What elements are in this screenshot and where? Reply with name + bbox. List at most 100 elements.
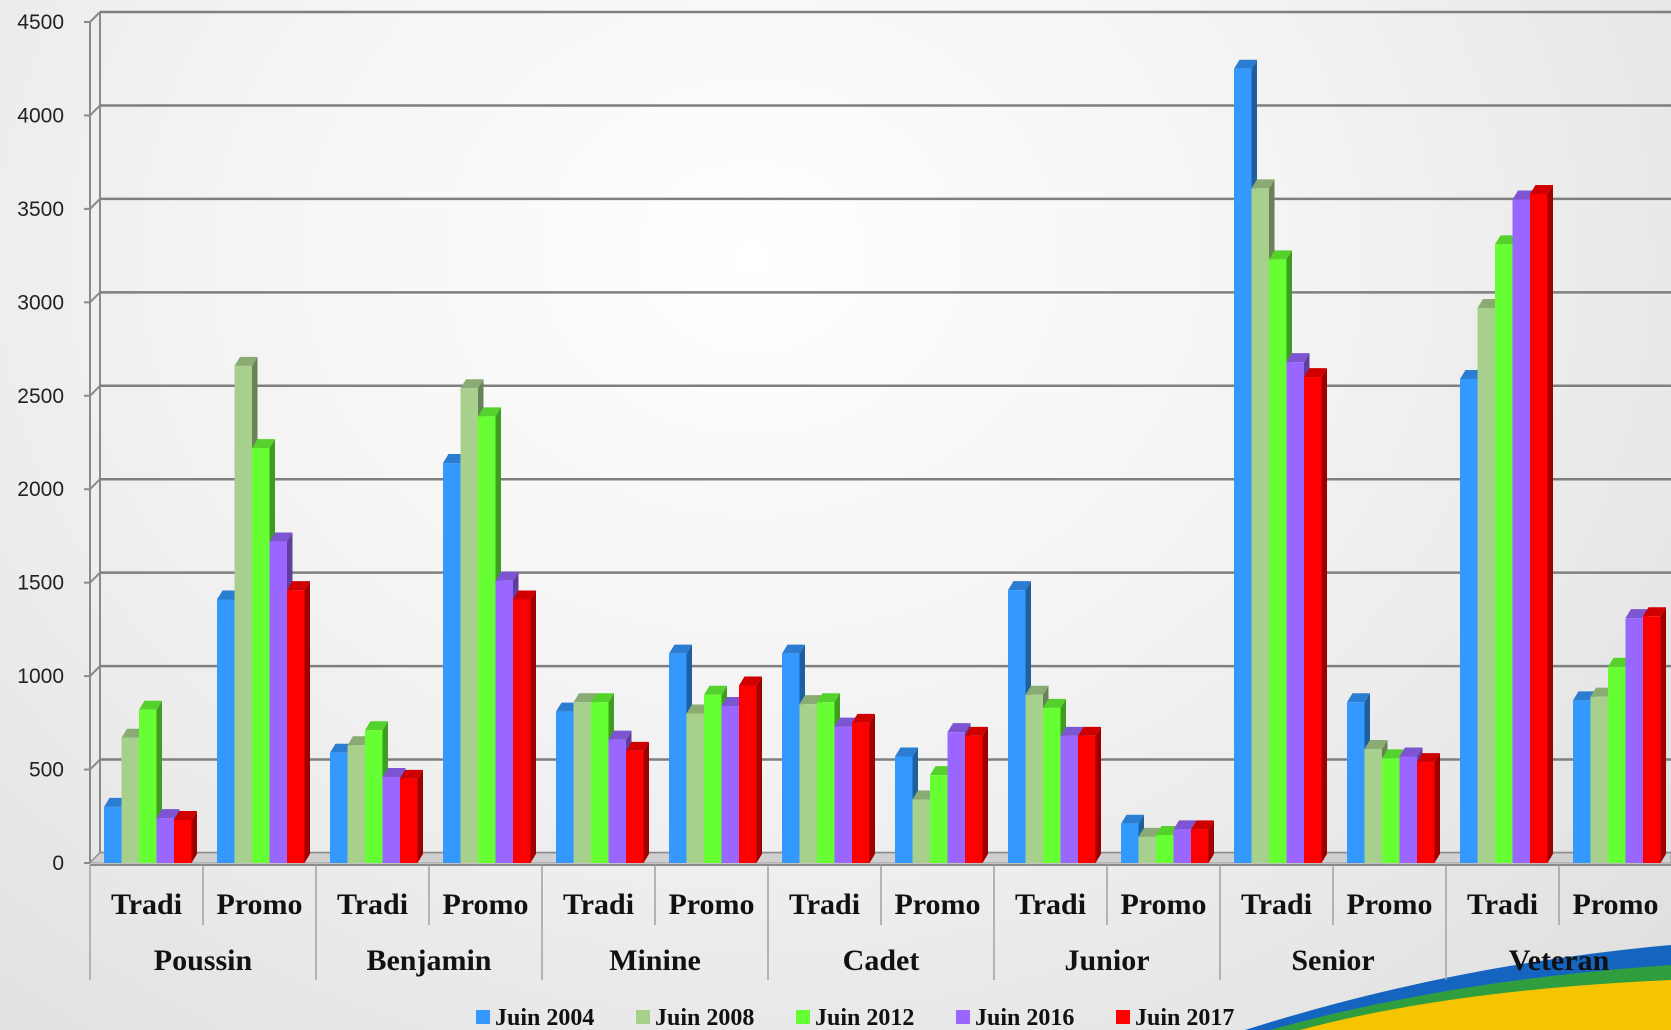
- bar-front: [1043, 707, 1061, 863]
- x-subcategory-label: Promo: [216, 888, 302, 921]
- bar-front: [400, 778, 418, 863]
- bar-front: [365, 730, 383, 863]
- bar-top: [1399, 747, 1423, 757]
- bar-front: [139, 709, 157, 863]
- legend-swatch: [476, 1010, 490, 1024]
- bar-front: [460, 388, 478, 863]
- x-group-label: Cadet: [843, 944, 920, 977]
- bar-top: [1382, 749, 1405, 759]
- x-subcategory-label: Tradi: [337, 888, 408, 921]
- bar-front: [1251, 188, 1269, 863]
- bar-front: [347, 745, 365, 863]
- bar-top: [1121, 814, 1144, 824]
- bar-side: [530, 590, 536, 863]
- x-subcategory-label: Promo: [1346, 888, 1432, 921]
- bar-top: [669, 644, 692, 654]
- legend-item: Juin 2004: [476, 1005, 594, 1030]
- legend-item: Juin 2017: [1116, 1005, 1234, 1030]
- legend-label: Juin 2012: [815, 1005, 914, 1030]
- bar-top: [1643, 607, 1666, 617]
- bar-top: [1269, 250, 1292, 260]
- bar-front: [1417, 762, 1435, 863]
- bar-top: [1573, 691, 1596, 701]
- bar-side: [1660, 607, 1666, 863]
- bar-top: [478, 407, 501, 417]
- bar: [1191, 820, 1214, 863]
- legend-swatch: [796, 1010, 810, 1024]
- bar-top: [104, 797, 127, 807]
- bar-top: [269, 532, 293, 542]
- gridline-side: [89, 385, 101, 397]
- bar-front: [234, 365, 252, 863]
- y-tick-label: 0: [52, 852, 64, 875]
- bar-front: [1025, 694, 1043, 863]
- bar-top: [1025, 685, 1049, 695]
- bar-top: [965, 726, 988, 736]
- bar: [1078, 726, 1101, 863]
- bar-front: [1608, 666, 1626, 863]
- bar-top: [1138, 827, 1162, 837]
- bar-top: [1477, 298, 1501, 308]
- bar-top: [1590, 687, 1614, 697]
- legend-swatch: [1116, 1010, 1130, 1024]
- y-tick-label: 1000: [17, 665, 64, 688]
- legend-item: Juin 2016: [956, 1005, 1074, 1030]
- bar-front: [852, 722, 870, 863]
- y-tick-label: 4000: [17, 104, 64, 127]
- bar: [400, 769, 423, 863]
- bar-front: [1191, 829, 1209, 863]
- gridline-side: [89, 571, 101, 584]
- bar: [1643, 607, 1666, 863]
- bar-front: [495, 580, 513, 863]
- bar-front: [1173, 829, 1191, 863]
- bar-front: [799, 704, 817, 863]
- bar-top: [608, 730, 632, 740]
- bar-top: [252, 439, 275, 449]
- bar-front: [287, 590, 305, 863]
- bar-front: [626, 750, 644, 863]
- gridline-side: [89, 11, 101, 23]
- legend-label: Juin 2004: [495, 1005, 594, 1030]
- bar: [852, 713, 875, 863]
- bar-top: [782, 644, 805, 654]
- bar-front: [834, 726, 852, 863]
- x-subcategory-label: Promo: [442, 888, 528, 921]
- y-tick-label: 2000: [17, 478, 64, 501]
- legend-swatch: [636, 1010, 650, 1024]
- y-tick-label: 2500: [17, 385, 64, 408]
- bar-front: [217, 599, 235, 863]
- bar-front: [1304, 377, 1322, 863]
- x-subcategory-label: Promo: [894, 888, 980, 921]
- x-subcategory-label: Tradi: [789, 888, 860, 921]
- bar-top: [1234, 59, 1257, 69]
- y-tick-label: 500: [29, 759, 64, 782]
- x-subcategory-label: Tradi: [563, 888, 634, 921]
- bar-front: [382, 777, 400, 863]
- gridline-side: [89, 758, 101, 771]
- bar-front: [252, 448, 270, 863]
- x-axis: Tradi Promo Tradi Promo Tradi Promo Tradi Promo…: [89, 864, 1671, 980]
- x-group-label: Senior: [1291, 944, 1374, 977]
- bar-side: [982, 726, 988, 863]
- bar-top: [513, 590, 536, 600]
- bar-front: [669, 653, 687, 863]
- bar: [965, 726, 988, 863]
- bar-top: [330, 743, 353, 753]
- bar-top: [686, 704, 710, 714]
- legend: Juin 2004 Juin 2008 Juin 2012 Juin 2016 Juin…: [476, 1005, 1234, 1030]
- bar-front: [443, 463, 461, 863]
- x-subcategory-label: Tradi: [111, 888, 182, 921]
- bar-top: [834, 717, 858, 727]
- bar: [174, 811, 197, 863]
- gridline-side: [89, 478, 101, 490]
- bar-top: [1364, 739, 1388, 749]
- bar-front: [330, 752, 348, 863]
- bar-top: [139, 700, 162, 710]
- bar-front: [1234, 68, 1252, 863]
- x-subcategory-label: Promo: [668, 888, 754, 921]
- bar-side: [304, 581, 310, 863]
- bar-top: [930, 766, 953, 776]
- bar-side: [1095, 726, 1101, 863]
- bar-top: [1286, 353, 1310, 363]
- bar-front: [573, 702, 591, 863]
